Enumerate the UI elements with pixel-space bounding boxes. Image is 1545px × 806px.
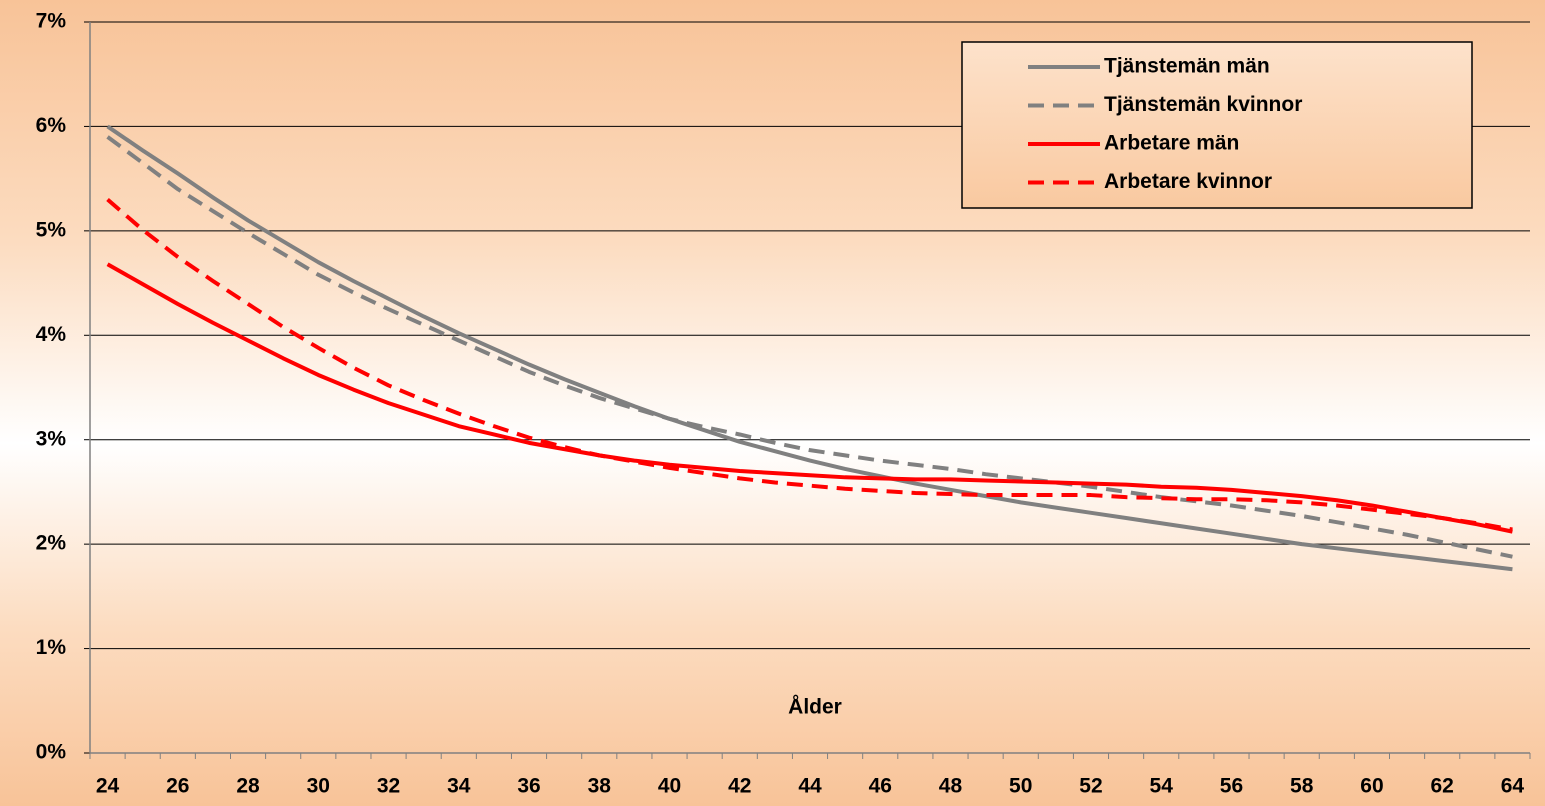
- x-tick-label: 64: [1501, 775, 1525, 798]
- x-tick-label: 36: [517, 775, 540, 798]
- legend-label: Arbetare kvinnor: [1104, 170, 1272, 193]
- x-tick-label: 32: [377, 775, 400, 798]
- x-tick-label: 62: [1431, 775, 1454, 798]
- series-line: [106, 135, 1513, 559]
- y-tick-label: 7%: [36, 10, 67, 33]
- series-line: [106, 262, 1513, 534]
- y-tick-label: 0%: [36, 741, 67, 764]
- y-tick-label: 4%: [36, 323, 67, 346]
- x-tick-label: 24: [96, 775, 120, 798]
- legend-label: Tjänstemän män: [1104, 55, 1270, 78]
- x-tick-label: 60: [1360, 775, 1383, 798]
- x-tick-label: 48: [939, 775, 963, 798]
- legend: Tjänstemän män Tjänstemän kvinnor Arbetare…: [961, 41, 1473, 209]
- legend-label: Tjänstemän kvinnor: [1104, 93, 1302, 116]
- x-tick-label: 52: [1079, 775, 1102, 798]
- x-tick-label: 28: [236, 775, 260, 798]
- y-tick-label: 5%: [36, 218, 67, 241]
- y-tick-label: 1%: [36, 636, 67, 659]
- x-tick-label: 42: [728, 775, 751, 798]
- x-tick-label: 46: [869, 775, 892, 798]
- x-tick-label: 30: [307, 775, 330, 798]
- x-tick-label: 26: [166, 775, 189, 798]
- x-axis-title: Ålder: [788, 695, 842, 719]
- x-tick-label: 58: [1290, 775, 1314, 798]
- x-tick-label: 50: [1009, 775, 1032, 798]
- x-tick-label: 38: [588, 775, 612, 798]
- x-tick-label: 34: [447, 775, 471, 798]
- series-line: [106, 198, 1513, 532]
- y-tick-label: 3%: [36, 427, 67, 450]
- x-tick-label: 54: [1150, 775, 1174, 798]
- x-tick-label: 40: [658, 775, 681, 798]
- series-line: [106, 124, 1513, 572]
- legend-box: [961, 41, 1473, 209]
- legend-label: Arbetare män: [1104, 132, 1239, 155]
- x-tick-label: 44: [798, 775, 822, 798]
- x-tick-label: 56: [1220, 775, 1243, 798]
- y-tick-label: 2%: [36, 532, 67, 555]
- y-tick-label: 6%: [36, 114, 67, 137]
